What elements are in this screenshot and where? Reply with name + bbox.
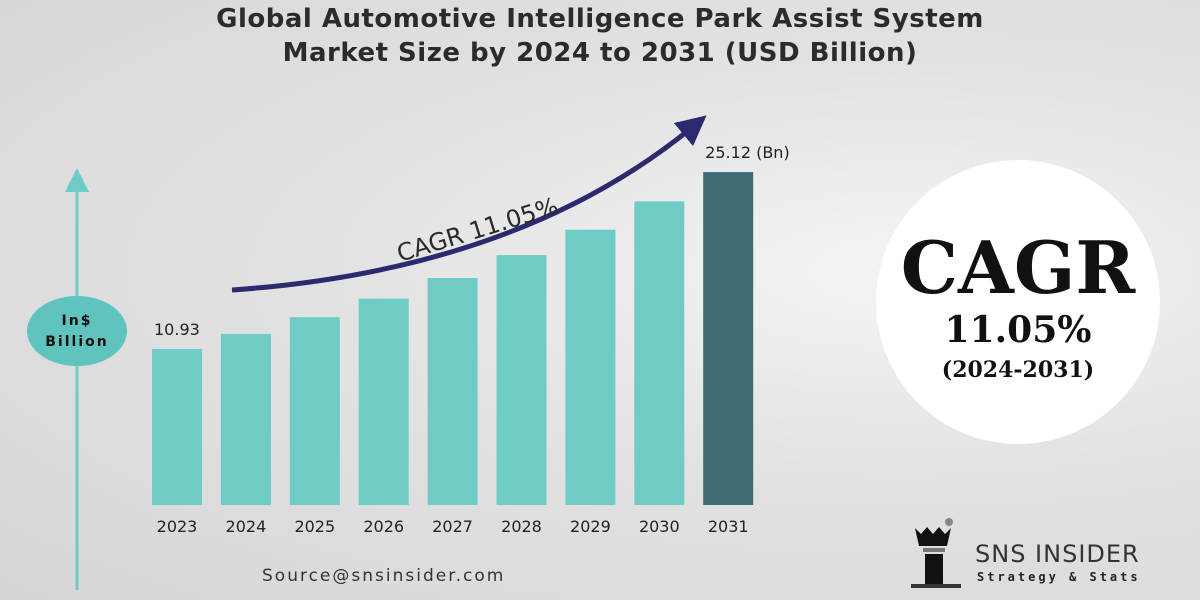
bar-2024 <box>220 333 271 505</box>
x-tick-label: 2030 <box>639 517 680 536</box>
data-label-first: 10.93 <box>154 320 200 339</box>
cagr-badge: CAGR 11.05% (2024-2031) <box>876 160 1160 444</box>
bar-2023 <box>152 349 202 505</box>
chart-title-line2: Market Size by 2024 to 2031 (USD Billion… <box>282 38 918 68</box>
x-tick-label: 2029 <box>570 517 611 536</box>
chess-rook-icon <box>911 518 961 588</box>
bar-2031 <box>703 172 754 506</box>
logo-tagline: Strategy & Stats <box>977 570 1141 584</box>
x-tick-label: 2031 <box>708 517 749 536</box>
cagr-value: 11.05% <box>944 309 1092 351</box>
source-text: Source@snsinsider.com <box>262 566 506 586</box>
data-label-last: 25.12 (Bn) <box>705 143 790 162</box>
x-tick-label: 2028 <box>501 517 542 536</box>
bar-2026 <box>358 298 409 505</box>
chart-title-line1: Global Automotive Intelligence Park Assi… <box>216 4 984 34</box>
unit-badge <box>27 296 127 366</box>
bar-2029 <box>565 229 616 506</box>
x-tick-label: 2025 <box>294 517 335 536</box>
x-tick-label: 2027 <box>432 517 473 536</box>
x-tick-label: 2024 <box>226 517 267 536</box>
x-tick-label: 2023 <box>157 517 198 536</box>
sns-insider-logo: SNS INSIDER Strategy & Stats <box>905 512 1165 592</box>
bar-2028 <box>496 255 547 505</box>
logo-name: SNS INSIDER <box>975 540 1140 568</box>
cagr-period: (2024-2031) <box>941 357 1095 383</box>
unit-label-line1: In$ <box>62 313 93 329</box>
unit-label-line2: Billion <box>45 334 108 350</box>
cagr-heading: CAGR <box>900 225 1136 310</box>
cagr-trend-arrow <box>231 115 707 293</box>
x-tick-label: 2026 <box>363 517 404 536</box>
bar-2027 <box>427 278 478 505</box>
bar-2030 <box>634 201 685 505</box>
bar-2025 <box>289 317 340 505</box>
